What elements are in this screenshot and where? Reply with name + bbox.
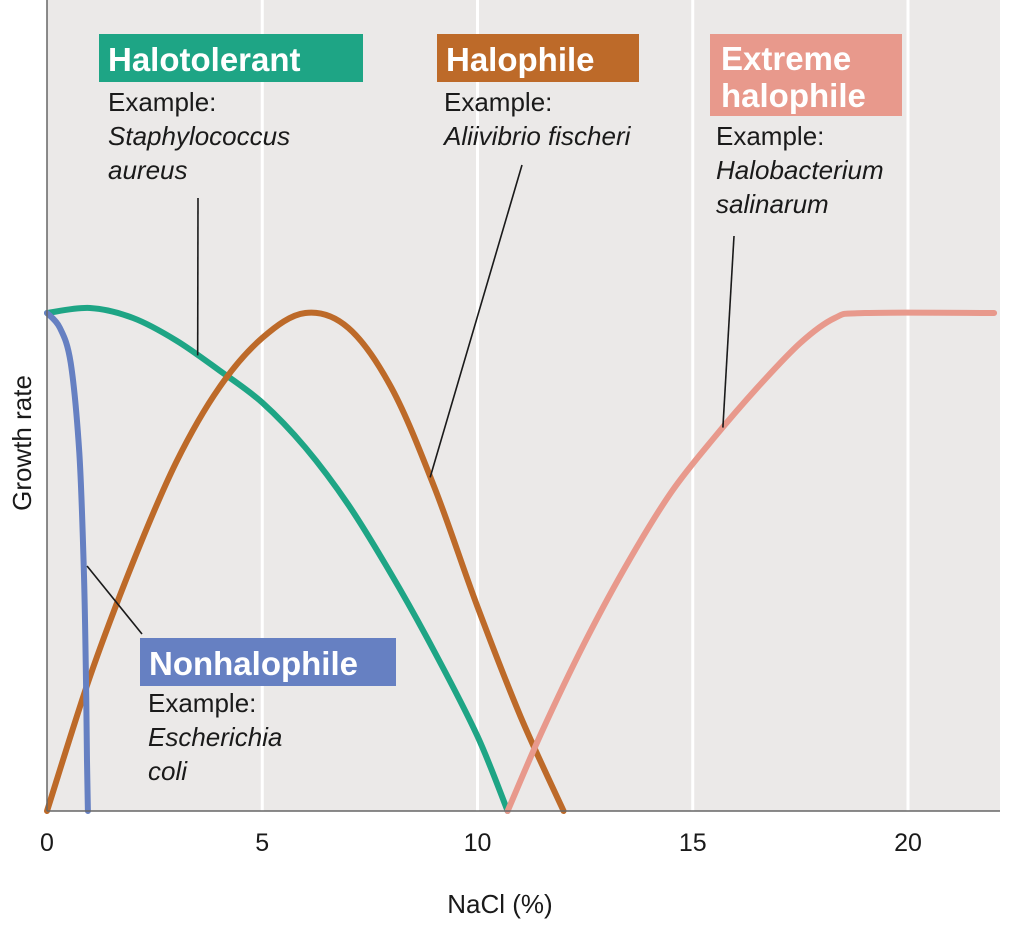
x-tick-labels: 0 5 10 15 20 bbox=[40, 829, 922, 857]
badge-nonhalophile bbox=[140, 638, 396, 686]
badge-halophile bbox=[437, 34, 639, 82]
badge-extreme-halophile bbox=[710, 34, 902, 116]
curve-halophile bbox=[44, 309, 567, 814]
label-halophile: Halophile Example: Aliivibrio fischeri bbox=[437, 34, 639, 151]
leader-halophile bbox=[429, 164, 523, 478]
example-halophile-line1: Aliivibrio fischeri bbox=[442, 121, 632, 151]
badge-halotolerant bbox=[99, 34, 363, 82]
x-tick-15: 15 bbox=[679, 829, 707, 857]
x-axis-title: NaCl (%) bbox=[447, 889, 552, 919]
curve-nonhalophile bbox=[44, 310, 91, 814]
example-head-extreme-halophile: Example: bbox=[716, 121, 824, 151]
y-axis-title: Growth rate bbox=[7, 375, 37, 511]
badge-extreme-halophile-line2: halophile bbox=[721, 77, 866, 114]
example-head-halophile: Example: bbox=[444, 87, 552, 117]
x-tick-0: 0 bbox=[40, 829, 54, 857]
x-tick-5: 5 bbox=[255, 829, 269, 857]
example-extreme-halophile-line1: Halobacterium bbox=[716, 155, 884, 185]
badge-nonhalophile-text: Nonhalophile bbox=[149, 645, 358, 682]
example-head-nonhalophile: Example: bbox=[148, 688, 256, 718]
example-head-halotolerant: Example: bbox=[108, 87, 216, 117]
curve-extreme-halophile bbox=[504, 309, 998, 814]
x-tick-10: 10 bbox=[464, 829, 492, 857]
curves bbox=[44, 304, 998, 814]
leader-lines bbox=[86, 164, 735, 635]
leader-nonhalophile bbox=[86, 565, 143, 635]
curve-halotolerant bbox=[44, 304, 511, 814]
leader-extreme-halophile bbox=[722, 235, 735, 428]
label-extreme-halophile: Extreme halophile Example: Halobacterium… bbox=[710, 34, 902, 219]
label-halotolerant: Halotolerant Example: Staphylococcus aur… bbox=[99, 34, 363, 185]
example-halotolerant-line2: aureus bbox=[108, 155, 188, 185]
badge-extreme-halophile-line1: Extreme bbox=[721, 40, 851, 77]
example-nonhalophile-line2: coli bbox=[148, 756, 188, 786]
example-nonhalophile-line1: Escherichia bbox=[148, 722, 282, 752]
badge-halotolerant-text: Halotolerant bbox=[108, 41, 301, 78]
example-halotolerant-line1: Staphylococcus bbox=[108, 121, 290, 151]
x-tick-20: 20 bbox=[894, 829, 922, 857]
badge-halophile-text: Halophile bbox=[446, 41, 595, 78]
example-extreme-halophile-line2: salinarum bbox=[716, 189, 829, 219]
label-nonhalophile: Nonhalophile Example: Escherichia coli bbox=[140, 638, 396, 786]
